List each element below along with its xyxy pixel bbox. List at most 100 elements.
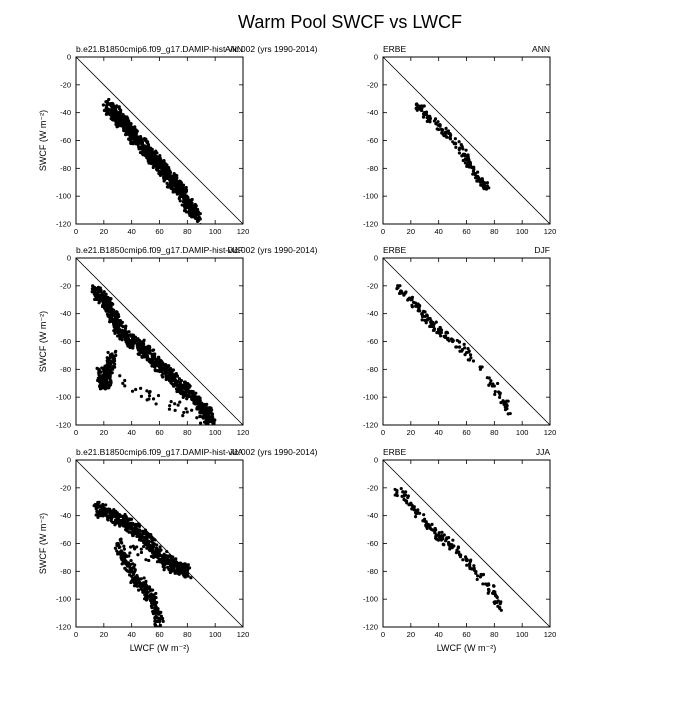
data-point [110,366,114,371]
data-point [454,145,458,149]
data-point [453,137,457,141]
y-tick-label: -60 [60,337,71,346]
data-point [118,374,122,378]
data-point [144,152,148,156]
panel-right-label: DJF [227,245,243,255]
data-point [130,125,134,129]
data-point [168,568,172,572]
data-point [108,374,112,378]
data-point [425,526,429,531]
data-point [154,402,158,406]
data-point [184,407,188,411]
data-point [435,533,439,537]
data-point [131,572,136,577]
data-point [399,486,403,491]
data-point [435,127,439,131]
data-point [419,105,424,109]
data-point [163,371,167,375]
data-point [178,568,182,572]
data-point [107,380,111,384]
data-point [486,582,491,586]
data-point [198,421,203,425]
data-point [138,582,142,586]
y-tick-label: -100 [363,595,378,604]
data-point [413,301,418,305]
data-point [133,563,137,567]
data-point [160,162,164,167]
data-point [136,529,140,533]
data-point [141,530,145,535]
data-point [149,604,154,608]
data-point [187,198,192,202]
y-tick-label: -120 [363,220,378,229]
panel-left-label: ERBE [383,245,406,255]
data-point [440,530,444,534]
data-point [198,396,202,400]
data-point [104,292,108,296]
data-point [403,493,408,497]
data-point [159,548,163,552]
data-point [109,104,113,108]
data-point [409,501,413,505]
data-point [487,376,491,380]
data-point [101,384,105,388]
data-point [445,536,449,540]
data-point [161,554,166,558]
data-point [187,211,191,215]
data-point [97,373,101,377]
data-point [474,569,478,574]
data-point [211,415,215,420]
data-point [117,114,121,119]
x-tick-label: 100 [209,428,222,437]
data-point [96,292,100,297]
y-tick-label: -100 [56,192,71,201]
data-point [127,330,131,334]
data-point [137,588,141,592]
data-point [176,186,181,190]
data-point [168,404,172,408]
data-point [111,512,115,517]
data-point [427,524,431,528]
data-point [106,518,110,522]
data-point [184,388,188,392]
data-point [197,215,201,219]
data-point [460,349,464,353]
data-point [473,172,477,177]
data-point [158,158,163,162]
data-point [114,353,118,358]
data-point [154,619,158,624]
data-point [122,516,126,520]
data-point [168,174,172,178]
data-point [470,166,474,170]
data-point [478,367,483,371]
data-point [493,601,497,605]
data-point [190,408,194,412]
figure-title: Warm Pool SWCF vs LWCF [238,12,462,32]
data-point [465,563,469,567]
data-point [96,511,100,515]
data-point [421,115,426,119]
data-point [410,303,414,307]
data-point [415,509,419,513]
data-point [480,177,484,181]
data-point [178,400,182,404]
x-tick-label: 80 [183,428,191,437]
data-point [136,532,140,536]
data-point [489,379,493,383]
data-point [183,562,187,566]
data-point [433,528,437,532]
data-point [153,362,157,366]
panel-left-label: b.e21.B1850cmip6.f09_g17.DAMIP-hist-vlc.… [76,44,318,54]
data-point [156,355,161,359]
x-tick-label: 40 [127,630,135,639]
data-point [428,114,432,119]
data-point [185,568,189,572]
data-point [139,587,143,591]
data-point [142,148,146,152]
data-point [476,177,481,181]
data-point [398,284,402,288]
y-tick-label: -80 [60,164,71,173]
data-point [417,511,422,515]
data-point [150,588,155,592]
